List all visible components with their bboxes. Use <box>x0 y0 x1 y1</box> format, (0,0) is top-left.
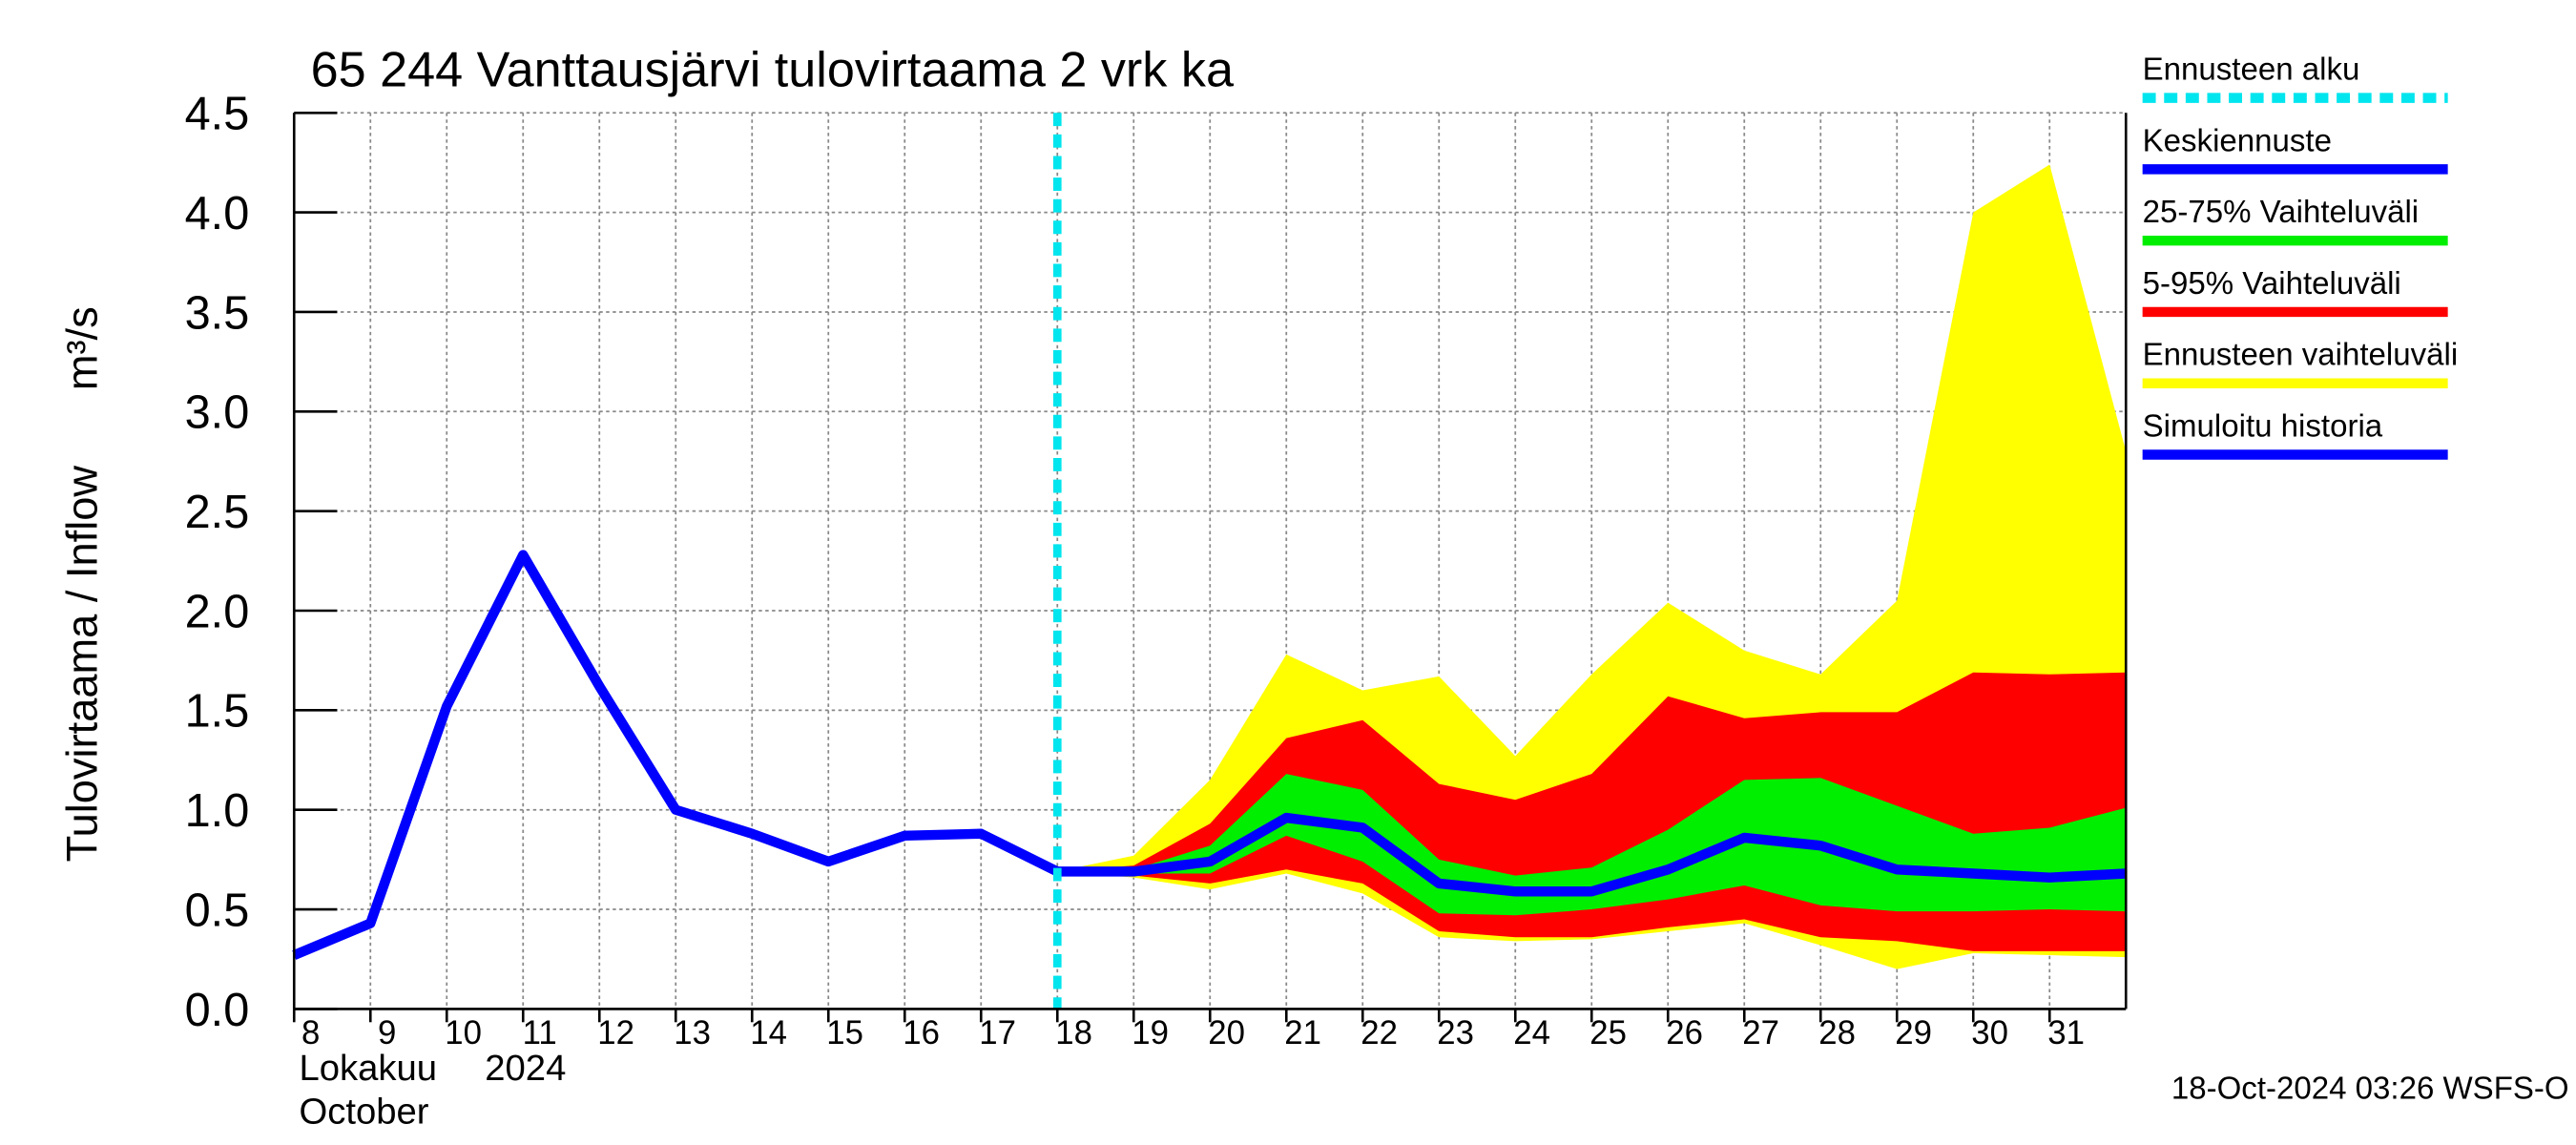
x-tick-label: 29 <box>1895 1015 1932 1051</box>
x-axis-month-en: October <box>299 1091 428 1132</box>
x-tick-label: 21 <box>1284 1015 1321 1051</box>
timestamp: 18-Oct-2024 03:26 WSFS-O <box>2171 1071 2569 1106</box>
y-tick-label: 4.0 <box>185 188 250 239</box>
range-band <box>1057 774 2127 916</box>
y-tick-label: 1.5 <box>185 686 250 738</box>
y-tick-label: 1.0 <box>185 785 250 837</box>
x-tick-label: 19 <box>1132 1015 1169 1051</box>
y-tick-label: 3.5 <box>185 287 250 339</box>
x-tick-label: 12 <box>597 1015 634 1051</box>
y-tick-label: 0.5 <box>185 885 250 936</box>
x-tick-label: 27 <box>1742 1015 1779 1051</box>
x-tick-label: 13 <box>674 1015 711 1051</box>
x-tick-label: 23 <box>1437 1015 1474 1051</box>
line-series <box>292 550 1060 960</box>
x-tick-label: 8 <box>301 1015 320 1051</box>
x-tick-label: 25 <box>1589 1015 1627 1051</box>
x-tick-label: 20 <box>1208 1015 1245 1051</box>
legend-label: 5-95% Vaihteluväli <box>2143 266 2401 302</box>
x-tick-label: 10 <box>445 1015 482 1051</box>
x-tick-label: 26 <box>1666 1015 1703 1051</box>
x-tick-label: 18 <box>1055 1015 1092 1051</box>
legend-label: Keskiennuste <box>2143 123 2332 158</box>
legend-label: 25-75% Vaihteluväli <box>2143 195 2420 230</box>
x-axis-month: Lokakuu <box>299 1048 437 1089</box>
y-tick-label: 2.5 <box>185 487 250 538</box>
x-tick-label: 9 <box>378 1015 396 1051</box>
x-tick-label: 24 <box>1513 1015 1550 1051</box>
x-tick-label: 14 <box>750 1015 787 1051</box>
y-axis-label: Tulovirtaama / Inflow <box>57 466 106 863</box>
legend-label: Ennusteen vaihteluväli <box>2143 338 2459 373</box>
y-tick-label: 0.0 <box>185 985 250 1036</box>
x-tick-label: 30 <box>1971 1015 2008 1051</box>
x-tick-label: 22 <box>1361 1015 1398 1051</box>
x-tick-label: 31 <box>2047 1015 2085 1051</box>
chart-title: 65 244 Vanttausjärvi tulovirtaama 2 vrk … <box>311 42 1234 97</box>
x-tick-label: 16 <box>903 1015 940 1051</box>
y-axis-unit: m³/s <box>57 306 106 390</box>
y-tick-label: 2.0 <box>185 586 250 637</box>
x-tick-label: 17 <box>979 1015 1016 1051</box>
line-series <box>1057 812 2127 897</box>
x-tick-label: 15 <box>826 1015 863 1051</box>
legend-label: Ennusteen alku <box>2143 52 2360 87</box>
y-tick-label: 3.0 <box>185 387 250 439</box>
x-tick-label: 28 <box>1818 1015 1856 1051</box>
x-tick-label: 11 <box>523 1015 557 1051</box>
x-axis-year: 2024 <box>485 1048 566 1089</box>
y-tick-label: 4.5 <box>185 89 250 140</box>
legend-label: Simuloitu historia <box>2143 408 2383 444</box>
